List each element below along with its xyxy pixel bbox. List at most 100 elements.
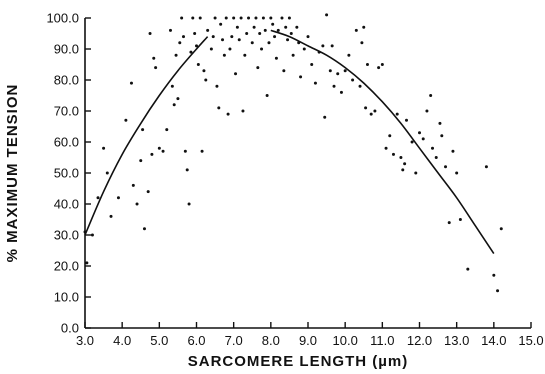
data-point [157,146,161,150]
data-point [129,81,133,85]
data-point [228,47,232,51]
data-point [458,218,462,221]
data-point [418,131,421,135]
x-tick-label: 9.0 [299,333,317,348]
data-point [170,84,174,88]
data-point [354,28,358,32]
data-point [141,128,145,132]
data-point [410,140,414,144]
data-point [250,41,254,45]
data-point [440,134,444,138]
x-tick-label: 8.0 [262,333,280,348]
data-point [425,109,429,113]
data-point [202,69,206,73]
x-tick-label: 3.0 [76,333,94,348]
data-point [429,94,433,97]
data-point [395,112,399,116]
data-point [221,38,225,42]
data-point [260,47,264,51]
x-tick-label: 12.0 [407,333,432,348]
data-point [269,16,273,20]
data-point [401,168,405,172]
x-tick-label: 11.0 [370,333,394,348]
data-point [245,32,249,35]
data-point [243,53,247,57]
data-point [224,16,228,20]
data-point [399,156,403,159]
data-point [414,171,418,175]
data-point [234,72,238,76]
data-point [421,137,425,141]
data-point [168,28,172,32]
x-tick-label: 5.0 [150,333,168,348]
y-tick-label: 100.0 [46,11,79,26]
data-point [226,112,230,116]
data-point [142,227,146,231]
y-axis-ticks: 0.0 10.0 20.0 30.0 40.0 50.0 60.0 70.0 80.0 90.0 1… [46,11,91,336]
data-point [90,233,94,237]
data-point [282,69,286,73]
data-point [384,146,388,150]
data-point [124,118,128,122]
data-point [280,16,284,20]
data-point [172,103,176,107]
data-point [247,16,251,20]
data-point [102,146,106,150]
y-tick-label: 40.0 [54,197,79,212]
x-tick-label: 14.0 [481,333,506,348]
data-point [284,25,288,29]
data-point [310,63,314,66]
data-point [217,106,221,110]
data-point [369,112,373,116]
data-point [198,16,202,20]
data-point [373,109,377,113]
data-point [287,16,291,20]
data-point [499,227,503,231]
data-point [362,25,366,29]
data-point [325,13,329,17]
data-point [105,171,109,175]
y-tick-label: 30.0 [54,228,79,243]
data-point [351,78,355,82]
data-point [181,35,185,39]
data-point [484,165,488,169]
data-point [252,25,256,29]
data-point [358,84,362,88]
data-point [180,16,184,20]
y-tick-label: 10.0 [54,290,79,305]
data-point [135,202,139,206]
data-point [116,196,120,200]
data-point [215,84,219,88]
data-point [377,66,381,70]
data-point [364,106,368,110]
data-point [174,53,178,57]
data-point [328,69,332,73]
data-point [204,78,208,82]
data-point [274,56,278,60]
data-point [261,16,265,20]
data-point [347,53,351,57]
x-tick-label: 15.0 [518,333,543,348]
data-point [496,289,500,293]
data-point [131,183,135,187]
data-point [139,159,143,163]
data-point [404,118,408,122]
data-point [289,32,293,35]
data-point [265,94,269,97]
fit-curve-segment [84,36,209,236]
x-axis-ticks: 3.0 4.0 5.0 6.0 7.0 8.0 9.0 10.0 11.0 12.0 13.0 14.… [76,322,544,348]
data-point [306,35,310,39]
data-point [206,28,210,32]
data-point [232,16,236,20]
data-point [276,28,280,32]
fit-curves [84,29,495,255]
data-point [431,146,435,150]
data-point [222,53,226,57]
data-point [321,44,325,48]
data-point [323,115,327,119]
data-point [455,171,459,175]
data-point [365,63,369,66]
data-point [451,149,455,153]
x-axis-title: SARCOMERE LENGTH (µm) [188,353,408,370]
x-tick-label: 4.0 [113,333,131,348]
